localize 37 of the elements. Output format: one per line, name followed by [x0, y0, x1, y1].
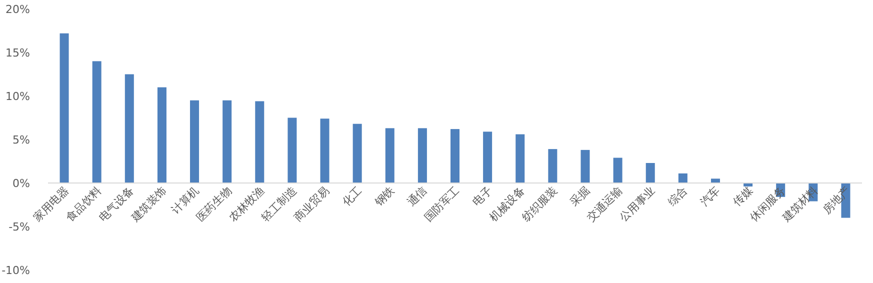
- bar: [710, 178, 720, 183]
- bar: [418, 128, 427, 183]
- bar: [92, 61, 102, 183]
- x-tick-label: 化工: [340, 184, 364, 209]
- y-tick-label: 10%: [6, 90, 30, 103]
- y-tick-label: 15%: [6, 46, 30, 60]
- y-tick-label: -5%: [8, 220, 30, 234]
- bar: [190, 100, 200, 183]
- bar: [613, 158, 622, 183]
- x-tick-label: 房地产: [820, 184, 853, 216]
- x-tick-label: 采掘: [568, 184, 592, 209]
- bar: [222, 100, 232, 183]
- bar: [288, 118, 297, 183]
- bar: [450, 129, 460, 183]
- bar: [516, 134, 525, 183]
- bar: [646, 162, 655, 183]
- y-tick-label: -10%: [2, 264, 30, 277]
- x-tick-label: 钢铁: [372, 184, 397, 210]
- bar: [255, 101, 264, 183]
- y-tick-label: 5%: [12, 134, 30, 146]
- x-tick-label: 汽车: [698, 184, 723, 209]
- bar: [548, 149, 558, 183]
- x-tick-label: 综合: [665, 184, 690, 209]
- x-tick-label: 通信: [404, 184, 430, 209]
- bar: [124, 74, 134, 183]
- x-tick-label: 传媒: [730, 184, 756, 209]
- bar: [320, 118, 330, 183]
- x-tick-label: 电子: [470, 184, 495, 209]
- bar: [157, 87, 166, 183]
- bar: [385, 128, 394, 183]
- bar: [352, 124, 362, 183]
- bar: [483, 132, 492, 183]
- y-tick-label: 0%: [12, 177, 30, 190]
- y-tick-label: 20%: [6, 3, 30, 16]
- bar: [678, 173, 688, 183]
- bar: [60, 33, 69, 183]
- bar: [580, 150, 590, 183]
